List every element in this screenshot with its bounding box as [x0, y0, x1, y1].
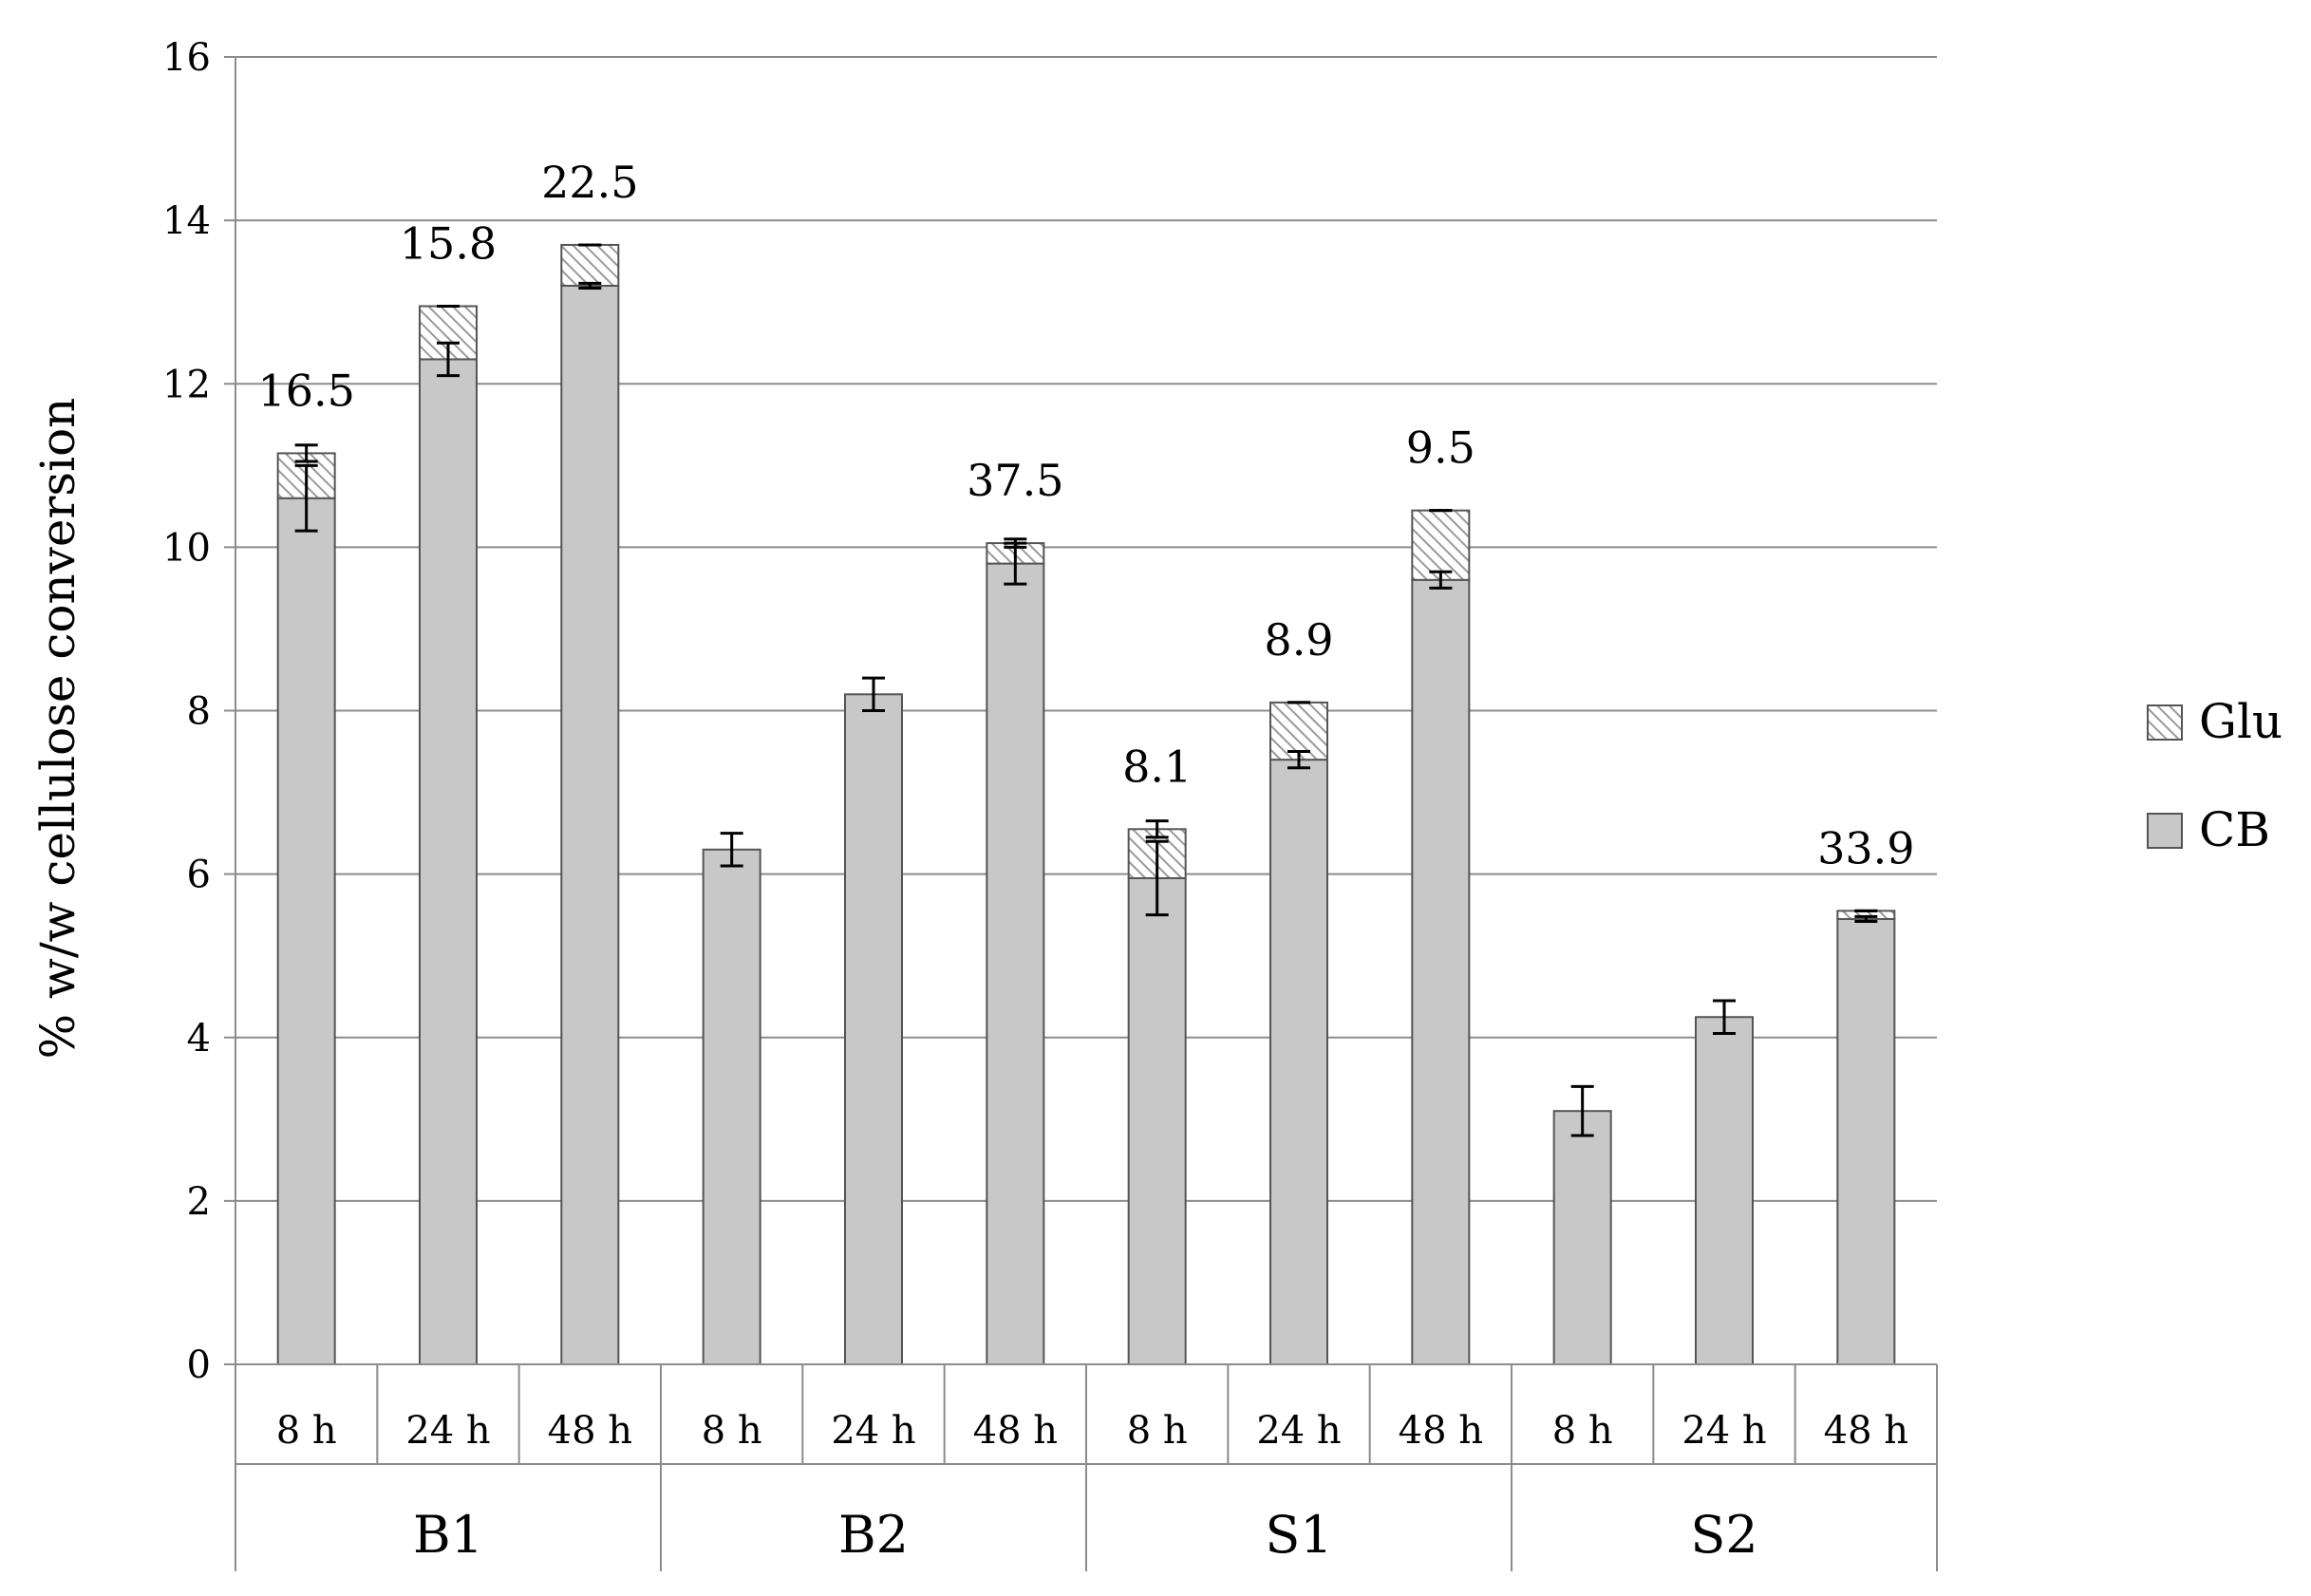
data-label: 8.1 [1122, 741, 1192, 792]
legend-swatch-cb [2147, 813, 2183, 849]
bars [276, 243, 1896, 1366]
legend-swatch-glu [2147, 704, 2183, 741]
y-tick-label: 10 [162, 526, 211, 570]
group-label: S1 [1265, 1505, 1332, 1565]
x-tick-label: 48 h [1399, 1409, 1483, 1453]
y-tick-label: 2 [187, 1180, 211, 1224]
legend-label-glu: Glu [2199, 694, 2283, 749]
bar-cb [1552, 1110, 1612, 1366]
group-label: B2 [838, 1505, 909, 1565]
x-tick-label: 48 h [548, 1409, 632, 1453]
bar-cb [844, 693, 903, 1365]
gridlines [235, 56, 1937, 1202]
y-tick-label: 0 [187, 1343, 211, 1387]
axes: 0 2 4 6 8 10 12 14 16 8 h 24 h 48 h B1 8 h 24 h 48 h B2 8… [162, 36, 1938, 1571]
y-tick-label: 8 [187, 690, 211, 734]
bar-glu [1411, 509, 1471, 581]
bar-cb [986, 562, 1045, 1365]
data-label: 8.9 [1264, 614, 1333, 666]
bar-cb [702, 848, 761, 1365]
y-axis-title: % w/w cellulose conversion [30, 398, 85, 1060]
data-label: 22.5 [541, 157, 638, 208]
x-tick-label: 48 h [1824, 1409, 1908, 1453]
x-tick-label: 24 h [405, 1409, 490, 1453]
x-tick-label: 48 h [973, 1409, 1058, 1453]
y-tick-label: 12 [162, 363, 211, 406]
x-tick-label: 24 h [1256, 1409, 1341, 1453]
x-tick-label: 8 h [1552, 1409, 1613, 1453]
bar-cb [276, 497, 336, 1365]
bar-glu [560, 243, 620, 287]
y-tick-label: 6 [187, 854, 211, 897]
x-tick-label: 8 h [276, 1409, 337, 1453]
bar-cb [419, 358, 478, 1365]
y-tick-label: 16 [162, 36, 211, 80]
labels: 16.5 15.8 22.5 37.5 8.1 8.9 9.5 33.9 [257, 157, 1914, 873]
bar-cb [1411, 578, 1471, 1365]
x-tick-label: 8 h [702, 1409, 762, 1453]
x-tick-label: 24 h [1682, 1409, 1766, 1453]
data-label: 9.5 [1406, 422, 1475, 474]
group-label: B1 [413, 1505, 483, 1565]
legend: Glu CB [2147, 694, 2283, 857]
group-label: S2 [1690, 1505, 1757, 1565]
bar-cb [560, 284, 620, 1366]
data-label: 37.5 [967, 455, 1063, 506]
bar-cb [1127, 876, 1187, 1365]
y-tick-label: 14 [162, 199, 211, 243]
x-tick-label: 24 h [831, 1409, 915, 1453]
bar-cb [1695, 1016, 1754, 1365]
y-tick-label: 4 [187, 1017, 211, 1061]
bar-cb [1836, 917, 1896, 1365]
data-label: 33.9 [1817, 822, 1914, 873]
data-label: 15.8 [400, 217, 497, 269]
x-tick-label: 8 h [1127, 1409, 1188, 1453]
data-label: 16.5 [257, 365, 354, 416]
legend-label-cb: CB [2199, 802, 2270, 857]
bar-cb [1269, 759, 1328, 1365]
